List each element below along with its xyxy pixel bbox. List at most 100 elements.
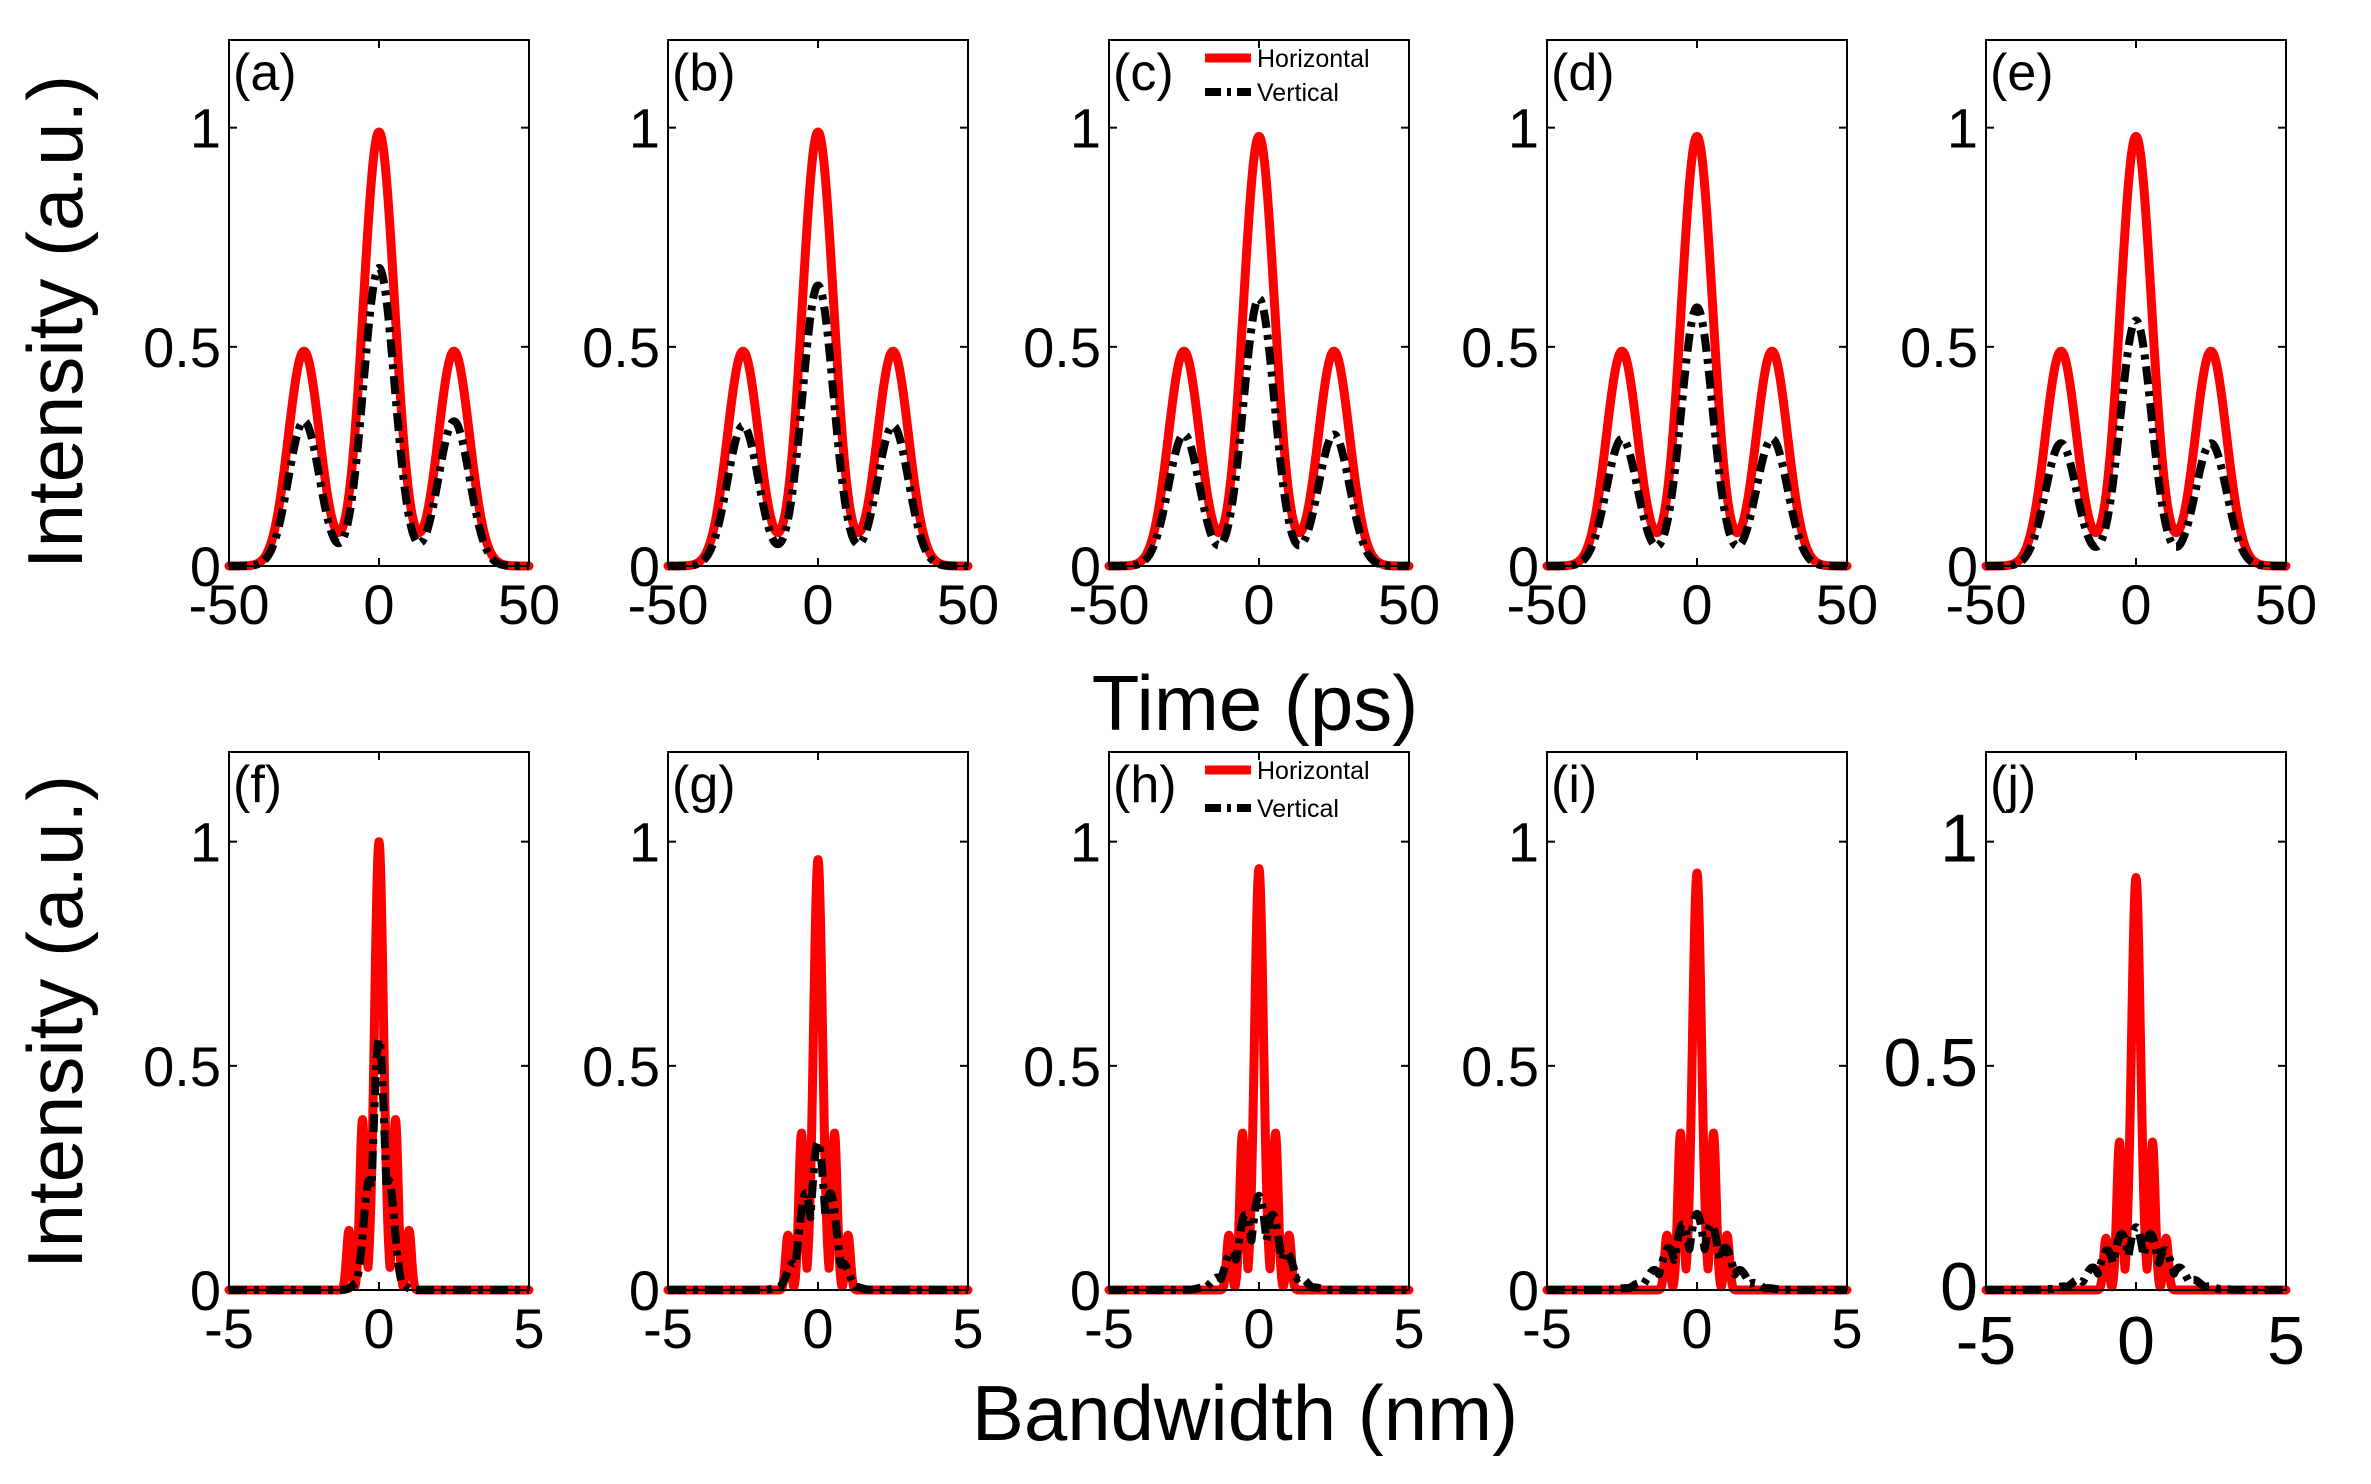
x-tick-label: -50 <box>1946 573 2027 636</box>
legend-label-vertical: Vertical <box>1257 795 1339 823</box>
y-tick-label: 1 <box>1070 811 1101 874</box>
x-tick-label: 0 <box>363 573 394 636</box>
y-tick-label: 0 <box>1940 1249 1978 1325</box>
series-horizontal-line <box>663 855 973 1295</box>
y-tick-label: 0.5 <box>582 316 660 379</box>
x-tick-label: 50 <box>937 573 999 636</box>
series-vertical-line <box>225 263 533 570</box>
panel-d: 00.51-50 0 50(d) <box>1461 39 1878 636</box>
x-tick-label: -5 <box>643 1297 693 1360</box>
y-tick-label: 0.5 <box>1023 316 1101 379</box>
y-tick-label: 1 <box>629 811 660 874</box>
x-tick-label: 50 <box>498 573 560 636</box>
y-tick-label: 0.5 <box>1461 316 1539 379</box>
series-horizontal-line <box>1104 864 1414 1295</box>
x-tick-label: -5 <box>204 1297 254 1360</box>
legend: Horizontal Vertical <box>1205 45 1370 107</box>
x-tick-label: 0 <box>363 1297 394 1360</box>
y-axis-title-top: Intensity (a.u.) <box>11 75 99 569</box>
panel-label: (j) <box>1990 756 2036 814</box>
y-tick-label: 0 <box>1947 535 1978 598</box>
y-tick-label: 0 <box>1508 535 1539 598</box>
x-tick-label: 5 <box>1831 1297 1862 1360</box>
x-tick-label: 50 <box>1378 573 1440 636</box>
x-tick-label: 5 <box>513 1297 544 1360</box>
x-tick-label: 50 <box>1816 573 1878 636</box>
x-tick-label: 0 <box>1243 573 1274 636</box>
x-tick-label: 0 <box>1681 573 1712 636</box>
series-horizontal-line <box>1104 131 1414 571</box>
panel-g: 00.51-5 0 5(g) <box>582 751 984 1360</box>
y-tick-label: 0.5 <box>1023 1035 1101 1098</box>
x-tick-label: 5 <box>2267 1303 2305 1379</box>
y-tick-label: 1 <box>190 97 221 160</box>
series-vertical-line <box>664 1138 972 1294</box>
x-tick-label: -50 <box>1507 573 1588 636</box>
x-tick-label: 5 <box>1393 1297 1424 1360</box>
legend-label-horizontal: Horizontal <box>1257 757 1370 785</box>
panel-b: 00.51-50 0 50(b) <box>582 39 999 636</box>
panel-label: (c) <box>1113 44 1174 102</box>
y-tick-label: 0 <box>629 535 660 598</box>
panel-a: 00.51-50 0 50(a) <box>143 39 560 636</box>
y-tick-label: 0.5 <box>1883 1025 1978 1101</box>
x-tick-label: -50 <box>1069 573 1150 636</box>
series-vertical-line <box>225 1034 533 1294</box>
x-tick-label: -5 <box>1522 1297 1572 1360</box>
legend: Horizontal Vertical <box>1205 757 1370 823</box>
legend-label-horizontal: Horizontal <box>1257 45 1370 73</box>
x-tick-label: 0 <box>2120 573 2151 636</box>
x-tick-label: -50 <box>189 573 270 636</box>
series-horizontal-line <box>663 127 973 571</box>
x-tick-label: -5 <box>1956 1303 2016 1379</box>
plot-frame <box>1546 39 1848 567</box>
panel-label: (b) <box>672 44 736 102</box>
y-tick-label: 0.5 <box>143 316 221 379</box>
y-tick-label: 0.5 <box>582 1035 660 1098</box>
x-axis-title-bottom: Bandwidth (nm) <box>972 1369 1518 1457</box>
x-tick-label: 0 <box>802 573 833 636</box>
x-tick-label: 5 <box>952 1297 983 1360</box>
plot-frame <box>228 39 530 567</box>
y-tick-label: 1 <box>1940 801 1978 877</box>
y-tick-label: 0.5 <box>1461 1035 1539 1098</box>
series-vertical-line <box>664 281 972 570</box>
plot-frame <box>1985 39 2287 567</box>
panel-label: (d) <box>1551 44 1615 102</box>
series-horizontal-line <box>1542 131 1852 571</box>
panel-label: (h) <box>1113 756 1177 814</box>
y-tick-label: 1 <box>190 811 221 874</box>
x-tick-label: 0 <box>1681 1297 1712 1360</box>
y-tick-label: 1 <box>1070 97 1101 160</box>
y-axis-title-bottom: Intensity (a.u.) <box>11 775 99 1269</box>
panel-label: (i) <box>1551 756 1597 814</box>
x-tick-label: 0 <box>2117 1303 2155 1379</box>
x-tick-label: 0 <box>1243 1297 1274 1360</box>
x-tick-label: 50 <box>2255 573 2317 636</box>
y-tick-label: 0.5 <box>1900 316 1978 379</box>
series-vertical-line <box>1105 1191 1413 1294</box>
panel-f: 00.51-5 0 5(f) <box>143 751 545 1360</box>
panels-group: 00.51-50 0 50(a)00.51-50 0 50(b)00.51-50 0 50(… <box>143 39 2317 1379</box>
series-horizontal-line <box>224 127 534 571</box>
y-tick-label: 0 <box>190 535 221 598</box>
y-tick-label: 0 <box>1508 1259 1539 1322</box>
plot-frame <box>228 751 530 1291</box>
series-horizontal-line <box>1981 131 2291 571</box>
x-tick-label: -50 <box>628 573 709 636</box>
panel-label: (e) <box>1990 44 2054 102</box>
panel-label: (g) <box>672 756 736 814</box>
y-tick-label: 0 <box>1070 1259 1101 1322</box>
plot-frame <box>667 39 969 567</box>
x-tick-label: 0 <box>802 1297 833 1360</box>
series-vertical-line <box>1543 303 1851 570</box>
x-tick-label: -5 <box>1084 1297 1134 1360</box>
y-tick-label: 1 <box>1947 97 1978 160</box>
series-vertical-line <box>1105 294 1413 570</box>
y-tick-label: 0 <box>1070 535 1101 598</box>
panel-label: (a) <box>233 44 297 102</box>
series-vertical-line <box>1982 1223 2290 1294</box>
panel-i: 00.51-5 0 5(i) <box>1461 751 1863 1360</box>
